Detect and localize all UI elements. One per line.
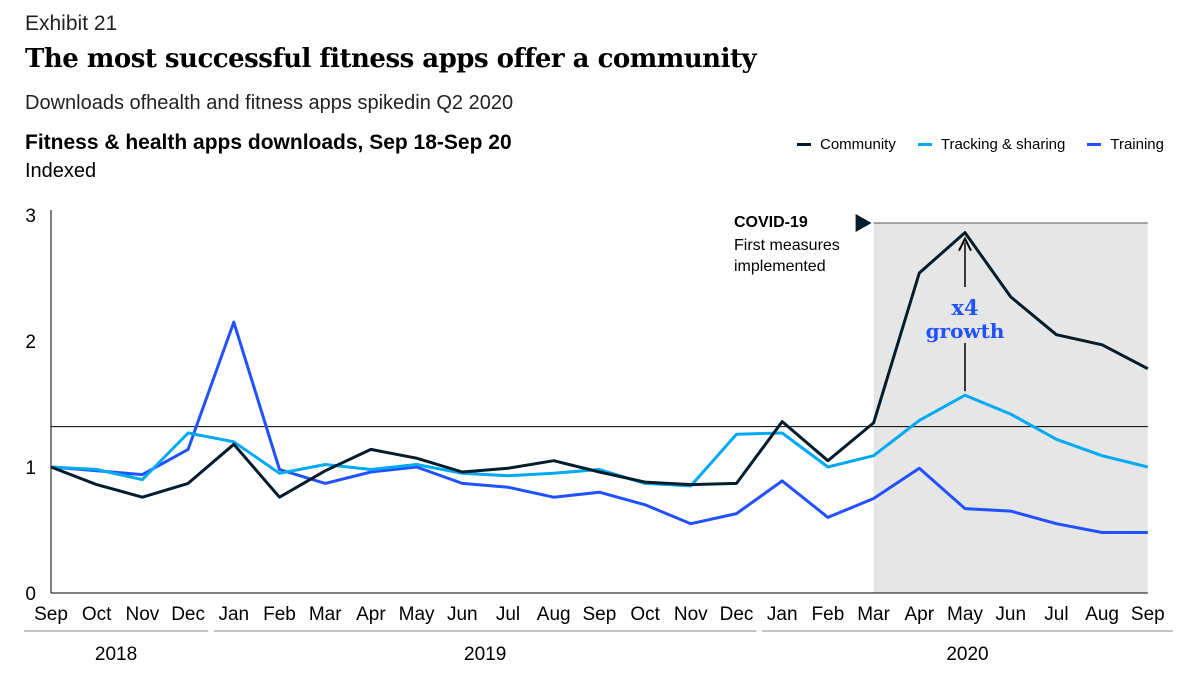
legend-label-training: Training (1110, 136, 1164, 153)
x-tick-label-11: Aug (537, 604, 571, 625)
x-tick-label-20: May (947, 604, 983, 625)
x-tick-label-13: Oct (630, 604, 660, 625)
year-label-2020: 2020 (946, 644, 988, 665)
y-tick-label-3: 3 (25, 206, 36, 227)
x-tick-label-18: Mar (857, 604, 890, 625)
exhibit-label: Exhibit 21 (25, 12, 118, 35)
x-tick-label-0: Sep (34, 604, 68, 625)
y-tick-label-1: 1 (25, 458, 36, 479)
x-tick-label-22: Jul (1044, 604, 1068, 625)
year-label-2019: 2019 (464, 644, 506, 665)
legend-item-training: Training (1087, 136, 1164, 153)
series-line-training (50, 320, 1148, 534)
page-subtitle: Downloads ofhealth and fitness apps spik… (25, 92, 514, 114)
x-tick-label-9: Jun (447, 604, 478, 625)
covid-marker-icon (855, 214, 872, 232)
growth-label-line2: growth (926, 319, 1005, 343)
series-line-tracking-sharing (50, 393, 1149, 488)
x-tick-label-21: Jun (995, 604, 1026, 625)
legend-item-tracking: Tracking & sharing (917, 136, 1066, 153)
covid-shaded-region (873, 223, 1148, 593)
x-tick-label-2: Nov (126, 604, 160, 625)
legend-swatch-community (797, 143, 811, 146)
y-tick-label-2: 2 (25, 332, 36, 353)
growth-label-line1: x4 (951, 295, 978, 320)
x-tick-label-15: Dec (720, 604, 754, 625)
y-tick-label-0: 0 (25, 584, 36, 605)
x-tick-label-17: Feb (812, 604, 845, 625)
covid-annotation-line2: implemented (734, 258, 826, 275)
growth-arrowhead-icon (958, 236, 972, 252)
legend-swatch-tracking (917, 143, 932, 146)
year-label-2018: 2018 (95, 644, 137, 665)
x-tick-label-1: Oct (82, 604, 112, 625)
x-tick-label-14: Nov (674, 604, 708, 625)
covid-annotation-title: COVID-19 (734, 214, 808, 231)
page-title: The most successful fitness apps offer a… (25, 44, 757, 74)
legend-label-community: Community (820, 136, 896, 153)
covid-annotation-line1: First measures (734, 237, 840, 254)
x-tick-label-4: Jan (218, 604, 249, 625)
series-line-community (50, 231, 1149, 499)
x-tick-label-3: Dec (171, 604, 205, 625)
x-tick-label-6: Mar (309, 604, 342, 625)
x-tick-label-23: Aug (1085, 604, 1119, 625)
chart-title: Fitness & health apps downloads, Sep 18-… (25, 131, 512, 154)
legend-label-tracking: Tracking & sharing (940, 136, 1066, 153)
x-tick-label-19: Apr (905, 604, 935, 625)
x-tick-label-5: Feb (263, 604, 296, 625)
x-tick-label-24: Sep (1131, 604, 1165, 625)
x-tick-label-7: Apr (356, 604, 386, 625)
legend-item-community: Community (797, 136, 896, 153)
x-tick-label-8: May (399, 604, 435, 625)
x-tick-label-10: Jul (496, 604, 520, 625)
chart-legend: Community Tracking & sharing Training (797, 136, 1164, 153)
chart-unit-label: Indexed (25, 160, 97, 182)
x-tick-label-16: Jan (767, 604, 798, 625)
legend-swatch-training (1087, 143, 1102, 146)
x-tick-label-12: Sep (582, 604, 616, 625)
